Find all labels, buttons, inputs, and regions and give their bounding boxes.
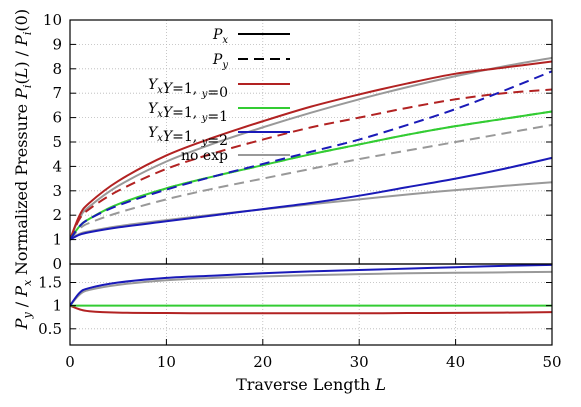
y-tick-label: 9 [52,35,62,53]
legend-label: Px [212,27,228,46]
y-tick-label: 0 [52,255,62,273]
y-tick-label: 1 [52,231,62,249]
y-tick-label: 6 [52,109,62,127]
y-axis-label-pressure: Normalized Pressure Pi(L) / Pi(0) [12,9,34,275]
x-axis-label-text: Traverse Length [236,375,375,394]
ratio-label-div: / [12,297,31,313]
y-axis-label-pressure-text: Normalized Pressure [12,99,31,275]
series-line-no-exp-px [70,56,552,241]
y-tick-label: 4 [52,157,62,175]
ratio-label-sub-x: x [21,279,34,286]
ratio-label-sub-y: y [21,312,34,320]
y-tick-label: 1 [52,297,62,315]
ratio-label-py: P [12,318,31,330]
x-axis-label-var: L [374,375,386,394]
ratio-series [70,264,552,315]
ratio-label-px: P [12,286,31,298]
ratio-grid [69,264,553,345]
y-tick-label: 3 [52,182,62,200]
series-line-y-x-1-y-y-0-py [70,88,552,241]
x-tick-label: 40 [446,353,465,371]
y-tick-label: 10 [43,11,62,29]
ratio-line-y-x-1-y-y-2 [70,264,552,307]
y-label-L: L [12,68,31,80]
x-axis-label: Traverse Length L [236,375,386,394]
ratio-line-no-exp [70,270,552,307]
series-line-y-x-1-y-y-2-px [70,156,552,241]
series-line-y-x-1-y-y-2-py [70,70,552,241]
y-tick-label: 5 [52,133,62,151]
y-label-paren1: ( [12,78,31,84]
legend-label: YxY=1, y=0 [148,77,228,101]
y-label-div: ) / [12,46,31,68]
y-tick-label: 7 [52,84,62,102]
series-line-y-x-1-y-y-0-px [70,60,552,240]
y-axis-label-ratio: Py / Px [12,279,34,330]
y-label-sub-i: i [21,85,34,89]
series-line-no-exp-py [70,123,552,241]
x-tick-label: 0 [65,353,75,371]
y-tick-label: 0.5 [38,320,62,338]
ratio-panel: 0 10 20 30 40 50 0.5 1 1.5 [38,263,562,371]
y-label-zero: (0) [12,9,31,32]
y-label-sub-i0: i [21,32,34,36]
legend-label: YxY=1, y=1 [148,101,228,125]
series-line-y-x-1-y-y-1-py [70,110,552,241]
legend-label: Py [212,52,228,71]
y-tick-label: 1.5 [38,274,62,292]
x-tick-label: 30 [350,353,369,371]
x-tick-label: 10 [157,353,176,371]
y-label-pi: P [12,88,31,100]
y-label-pi0: P [12,35,31,47]
x-tick-label: 50 [542,353,561,371]
x-tick-label: 20 [253,353,272,371]
ratio-ticks: 0 10 20 30 40 50 0.5 1 1.5 [38,274,561,371]
ratio-plot-frame [69,263,553,346]
series-line-y-x-1-y-y-1-px [70,110,552,241]
y-tick-label: 2 [52,206,62,224]
legend-label: YxY=1, y=2 [148,125,228,149]
y-tick-label: 8 [52,60,62,78]
pressure-grid [69,20,553,264]
pressure-series [70,56,552,241]
pressure-ticks: 0 1 2 3 4 5 6 7 8 9 10 [43,11,553,273]
legend-label: no exp [181,148,228,164]
ratio-line-y-x-1-y-y-0 [70,304,552,315]
